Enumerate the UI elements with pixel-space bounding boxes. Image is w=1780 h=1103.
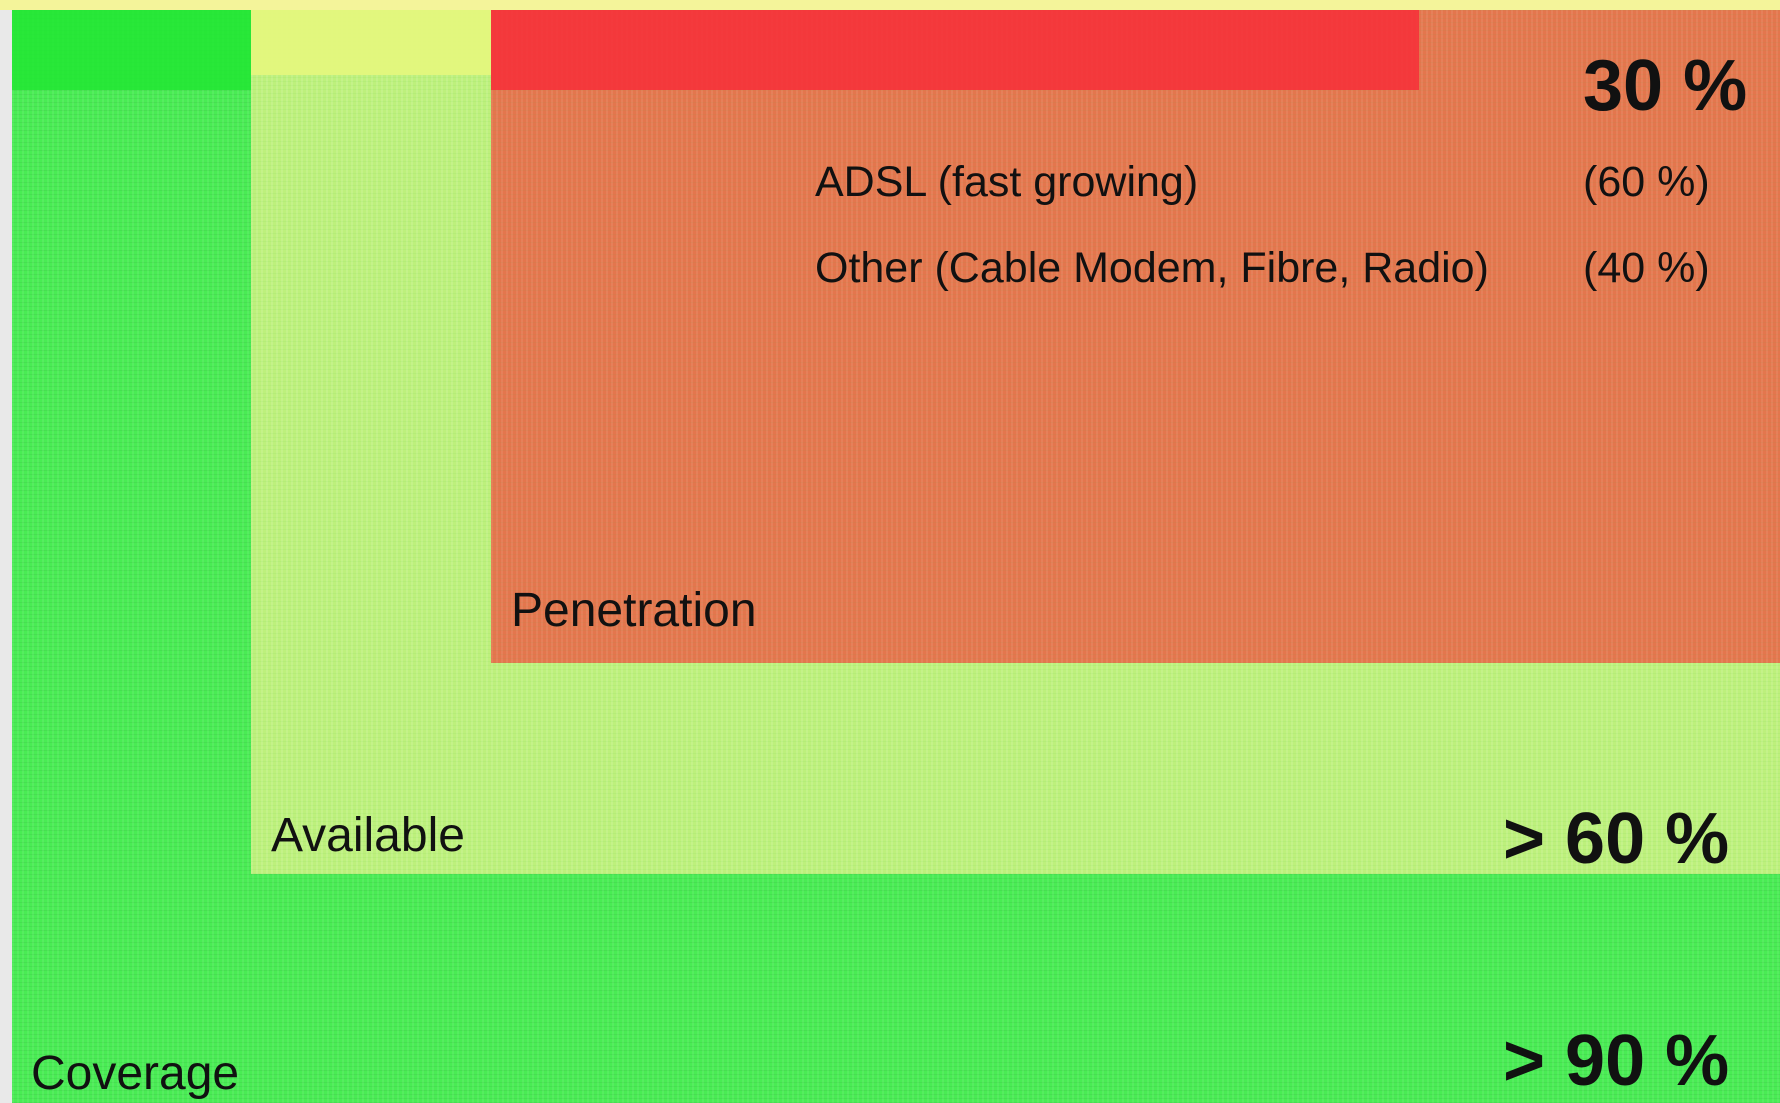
coverage-top-band <box>12 10 251 90</box>
coverage-label: Coverage <box>31 1047 240 1100</box>
available-label: Available <box>271 809 465 862</box>
penetration-item-other-share: (40 %) <box>1583 244 1710 292</box>
penetration-label: Penetration <box>511 584 757 637</box>
penetration-percentage: 30 % <box>1583 46 1748 126</box>
penetration-top-band <box>491 10 1419 90</box>
top-strip <box>0 0 1780 10</box>
penetration-item-adsl-share: (60 %) <box>1583 158 1710 206</box>
penetration-item-adsl-label: ADSL (fast growing) <box>815 158 1199 206</box>
penetration-region <box>491 10 1780 663</box>
available-percentage: > 60 % <box>1503 799 1730 879</box>
penetration-item-other-label: Other (Cable Modem, Fibre, Radio) <box>815 244 1489 292</box>
coverage-percentage: > 90 % <box>1503 1021 1730 1101</box>
available-top-band <box>251 10 491 75</box>
